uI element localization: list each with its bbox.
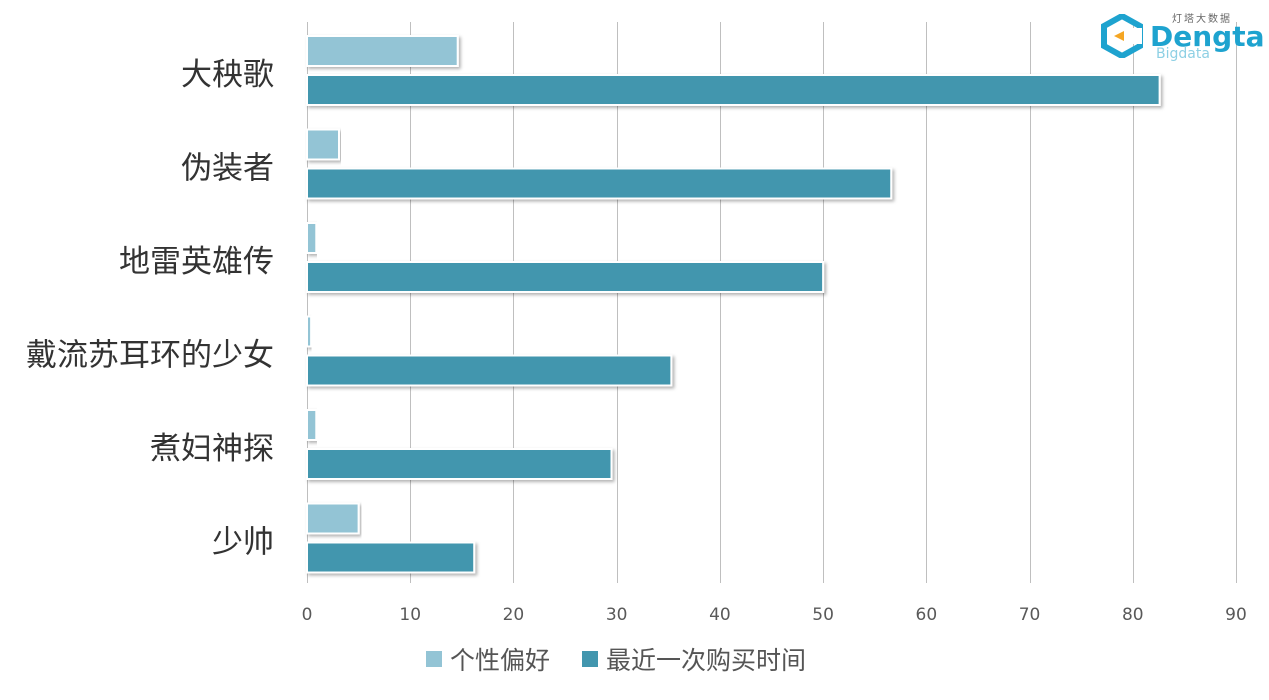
legend: 个性偏好 最近一次购买时间 xyxy=(426,641,806,677)
legend-label: 最近一次购买时间 xyxy=(606,646,807,675)
logo-sub-text: Bigdata xyxy=(1156,46,1210,62)
bar-recent-purchase-2 xyxy=(306,261,825,293)
bar-recent-purchase-0 xyxy=(306,74,1161,106)
logo-main-text: Dengta xyxy=(1150,20,1265,53)
dengta-logo: 灯塔大数据 Dengta Bigdata xyxy=(1100,10,1265,66)
bar-preference-2 xyxy=(306,222,318,254)
legend-swatch-light xyxy=(426,651,442,667)
legend-item-recent-purchase: 最近一次购买时间 xyxy=(582,641,806,677)
x-tick-labels: 0 10 20 30 40 50 60 70 80 90 xyxy=(302,605,1247,625)
x-tick-label-10: 10 xyxy=(399,605,421,625)
x-tick-label-0: 0 xyxy=(302,605,313,625)
bars xyxy=(306,35,1161,574)
x-tick-label-90: 90 xyxy=(1225,605,1247,625)
category-label-0: 大秧歌 xyxy=(181,57,274,93)
category-label-2: 地雷英雄传 xyxy=(119,244,274,280)
category-label-5: 少帅 xyxy=(212,525,274,561)
category-label-3: 戴流苏耳环的少女 xyxy=(26,338,274,374)
logo-hexagon-icon xyxy=(1101,14,1143,58)
bar-preference-0 xyxy=(306,35,459,67)
bar-preference-3 xyxy=(306,315,313,348)
category-label-1: 伪装者 xyxy=(181,151,274,187)
legend-swatch-dark xyxy=(582,651,599,667)
bar-recent-purchase-4 xyxy=(306,448,613,480)
x-tick-label-20: 20 xyxy=(503,605,525,625)
x-tick-label-70: 70 xyxy=(1019,605,1041,625)
bar-recent-purchase-5 xyxy=(306,541,476,574)
logo-top-text: 灯塔大数据 xyxy=(1172,14,1232,25)
gridlines xyxy=(307,22,1237,583)
legend-label: 个性偏好 xyxy=(450,646,551,675)
bar-preference-5 xyxy=(306,502,360,535)
category-label-4: 煮妇神探 xyxy=(150,431,274,467)
x-tick-label-60: 60 xyxy=(916,605,938,625)
legend-item-preference: 个性偏好 xyxy=(426,641,550,677)
x-tick-label-80: 80 xyxy=(1122,605,1144,625)
x-tick-label-50: 50 xyxy=(812,605,834,625)
bar-preference-1 xyxy=(306,128,340,161)
bar-preference-4 xyxy=(306,409,318,441)
bar-recent-purchase-1 xyxy=(306,167,893,200)
x-tick-label-30: 30 xyxy=(606,605,628,625)
bar-recent-purchase-3 xyxy=(306,354,673,387)
x-tick-label-40: 40 xyxy=(709,605,731,625)
